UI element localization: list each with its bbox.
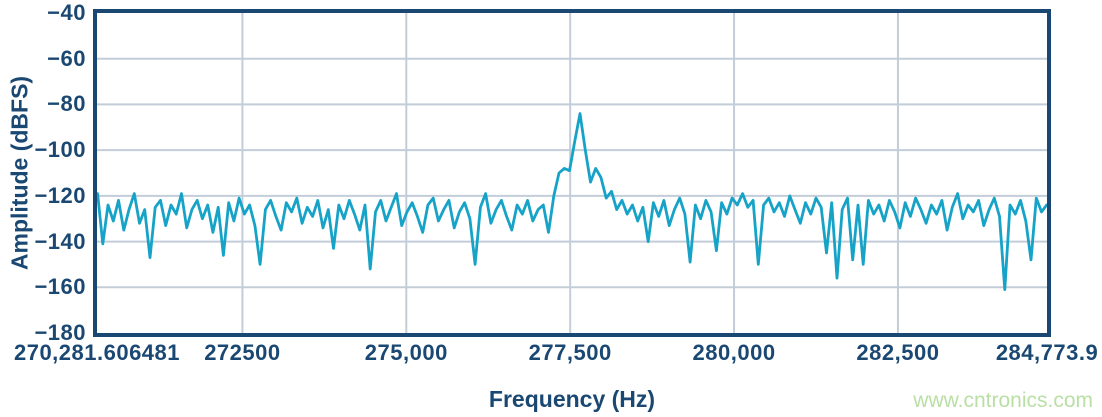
y-tick-label: −140 <box>34 228 86 254</box>
y-tick-label: −160 <box>34 274 86 300</box>
y-tick-label: −100 <box>34 137 86 163</box>
y-tick-label: −120 <box>34 182 86 208</box>
x-tick-label: 275,000 <box>364 340 448 365</box>
x-tick-label: 282,500 <box>856 340 940 365</box>
plot-canvas <box>97 13 1047 333</box>
x-axis-title: Frequency (Hz) <box>488 386 656 412</box>
y-tick-label: −80 <box>47 91 86 117</box>
watermark-text: www.cntronics.com <box>913 389 1093 412</box>
x-tick-label: 270,281.606481 <box>13 340 181 365</box>
x-tick-label: 277,500 <box>528 340 612 365</box>
x-tick-label: 272500 <box>204 340 281 365</box>
y-tick-label: −40 <box>47 0 86 25</box>
y-tick-label: −180 <box>34 320 86 345</box>
plot-frame <box>93 9 1051 337</box>
x-tick-label: 280,000 <box>692 340 776 365</box>
x-tick-label: 284,773.9 <box>995 340 1099 365</box>
spectrum-trace <box>97 112 1047 292</box>
y-tick-label: −60 <box>47 45 86 71</box>
